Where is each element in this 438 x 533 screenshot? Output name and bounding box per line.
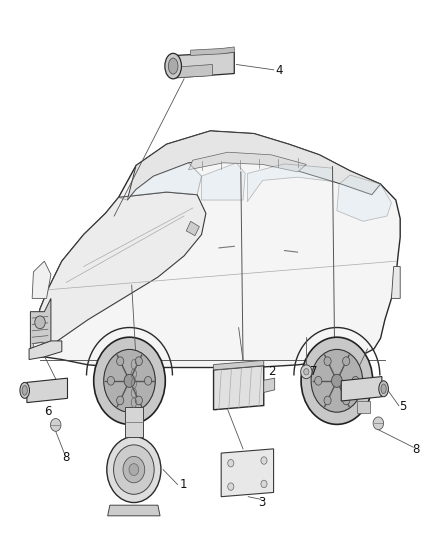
Circle shape bbox=[300, 365, 312, 378]
Circle shape bbox=[324, 357, 331, 366]
Circle shape bbox=[50, 418, 61, 431]
Text: 2: 2 bbox=[268, 365, 275, 378]
Polygon shape bbox=[214, 360, 264, 370]
Circle shape bbox=[343, 396, 350, 405]
Circle shape bbox=[94, 337, 165, 424]
Text: 6: 6 bbox=[44, 405, 52, 417]
Polygon shape bbox=[264, 378, 275, 392]
Circle shape bbox=[117, 396, 124, 405]
Ellipse shape bbox=[379, 381, 389, 397]
Circle shape bbox=[304, 368, 309, 375]
Circle shape bbox=[314, 376, 322, 385]
Text: 3: 3 bbox=[258, 496, 265, 509]
Circle shape bbox=[104, 350, 155, 412]
Circle shape bbox=[124, 374, 135, 387]
Circle shape bbox=[145, 376, 152, 385]
Circle shape bbox=[373, 417, 384, 430]
Polygon shape bbox=[188, 152, 306, 172]
Polygon shape bbox=[357, 401, 370, 413]
Circle shape bbox=[261, 480, 267, 488]
Polygon shape bbox=[175, 52, 234, 78]
Polygon shape bbox=[186, 221, 199, 236]
Polygon shape bbox=[125, 407, 143, 437]
Polygon shape bbox=[341, 376, 382, 401]
Polygon shape bbox=[127, 131, 381, 200]
Ellipse shape bbox=[168, 58, 178, 74]
Polygon shape bbox=[337, 175, 392, 221]
Circle shape bbox=[332, 374, 342, 387]
Text: 5: 5 bbox=[399, 400, 406, 414]
Ellipse shape bbox=[22, 385, 27, 395]
Polygon shape bbox=[175, 64, 212, 78]
Ellipse shape bbox=[165, 53, 181, 79]
Circle shape bbox=[343, 357, 350, 366]
Polygon shape bbox=[201, 163, 245, 200]
Circle shape bbox=[135, 357, 142, 366]
Polygon shape bbox=[30, 298, 51, 349]
Circle shape bbox=[107, 437, 161, 503]
Polygon shape bbox=[33, 342, 42, 352]
Circle shape bbox=[117, 357, 124, 366]
Ellipse shape bbox=[381, 384, 386, 393]
Polygon shape bbox=[221, 449, 274, 497]
Polygon shape bbox=[247, 164, 332, 201]
Polygon shape bbox=[392, 266, 400, 298]
Polygon shape bbox=[108, 505, 160, 516]
Circle shape bbox=[107, 376, 114, 385]
Circle shape bbox=[123, 456, 145, 483]
Text: 8: 8 bbox=[412, 443, 419, 456]
Circle shape bbox=[261, 457, 267, 464]
Polygon shape bbox=[31, 131, 400, 368]
Circle shape bbox=[311, 350, 363, 412]
Circle shape bbox=[113, 445, 154, 494]
Polygon shape bbox=[32, 261, 51, 298]
Circle shape bbox=[135, 396, 142, 405]
Circle shape bbox=[129, 464, 139, 475]
Polygon shape bbox=[214, 366, 264, 410]
Circle shape bbox=[301, 337, 373, 424]
Polygon shape bbox=[191, 47, 234, 55]
Ellipse shape bbox=[20, 382, 29, 398]
Text: 7: 7 bbox=[311, 365, 318, 378]
Circle shape bbox=[352, 376, 359, 385]
Text: 1: 1 bbox=[180, 478, 187, 491]
Circle shape bbox=[35, 316, 45, 329]
Circle shape bbox=[228, 459, 234, 467]
Text: 8: 8 bbox=[63, 451, 70, 464]
Circle shape bbox=[324, 396, 331, 405]
Polygon shape bbox=[119, 163, 201, 200]
Polygon shape bbox=[31, 192, 206, 357]
Circle shape bbox=[228, 483, 234, 490]
Polygon shape bbox=[27, 378, 67, 402]
Text: 4: 4 bbox=[276, 64, 283, 77]
Polygon shape bbox=[29, 341, 62, 360]
